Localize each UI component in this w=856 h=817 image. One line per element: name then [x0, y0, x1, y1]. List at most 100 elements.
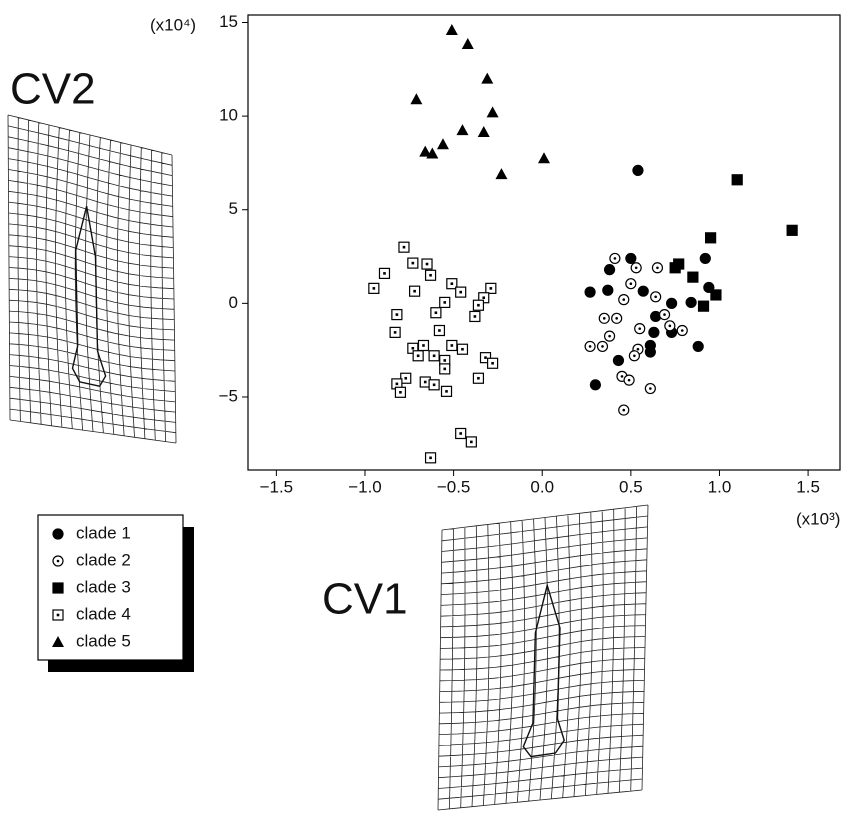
point-dot	[473, 315, 477, 318]
point	[648, 326, 660, 338]
y-tick-label: 5	[229, 199, 238, 218]
point-dot	[413, 289, 416, 293]
point	[52, 528, 64, 540]
point	[410, 93, 423, 105]
point	[632, 164, 644, 177]
point-dot	[411, 346, 415, 350]
point-dot	[432, 383, 436, 387]
point	[456, 124, 469, 136]
point	[625, 252, 637, 265]
point-dot	[588, 345, 592, 348]
legend-label: clade 4	[76, 604, 131, 623]
point-dot	[422, 344, 425, 347]
y-tick-label: 15	[219, 12, 238, 31]
point	[52, 636, 64, 647]
legend-label: clade 2	[76, 550, 131, 569]
point-dot	[450, 344, 454, 347]
point-dot	[393, 331, 397, 334]
point-dot	[484, 356, 487, 359]
x-tick-label: 0.5	[619, 477, 643, 496]
point-dot	[477, 303, 480, 307]
deformation-grid	[437, 504, 649, 811]
x-tick-label: −0.5	[437, 477, 471, 496]
point-dot	[416, 354, 420, 358]
y-tick-label: 10	[219, 106, 238, 125]
point	[710, 289, 722, 301]
point-dot	[482, 296, 486, 300]
point-dot	[622, 408, 626, 412]
point-dot	[636, 347, 640, 351]
point-dot	[613, 257, 617, 260]
point	[477, 126, 490, 138]
point	[419, 145, 432, 157]
point-dot	[470, 440, 473, 444]
point-dot	[372, 287, 376, 290]
point-dot	[432, 354, 436, 358]
point	[52, 582, 64, 594]
point-dot	[622, 298, 626, 301]
point-dot	[633, 354, 636, 358]
point	[602, 284, 614, 296]
point	[692, 340, 704, 353]
point	[687, 271, 699, 283]
point-dot	[602, 317, 606, 320]
point-dot	[399, 390, 402, 394]
bone-outline	[71, 205, 107, 388]
deformation-grid	[7, 114, 177, 444]
legend-label: clade 5	[76, 631, 131, 650]
point-dot	[56, 559, 60, 563]
x-tick-label: −1.5	[260, 477, 294, 496]
point-dot	[395, 313, 399, 316]
point-dot	[443, 301, 447, 304]
point-dot	[649, 387, 652, 390]
point	[637, 285, 649, 297]
point	[666, 297, 678, 309]
point-dot	[429, 273, 432, 277]
point-dot	[668, 324, 672, 328]
point-dot	[425, 262, 429, 266]
point	[669, 262, 681, 274]
point-dot	[477, 376, 480, 380]
point	[697, 300, 710, 312]
point-dot	[429, 456, 432, 460]
x-tick-label: 1.0	[708, 477, 732, 496]
point-dot	[634, 266, 638, 270]
point-dot	[402, 245, 406, 249]
point	[699, 252, 711, 265]
point-dot	[608, 334, 611, 338]
point-dot	[489, 287, 493, 290]
point	[603, 264, 616, 276]
point	[731, 174, 743, 186]
point	[705, 232, 717, 244]
point-dot	[445, 390, 448, 393]
x-tick-label: −1.0	[348, 477, 382, 496]
point	[650, 310, 662, 323]
point	[612, 354, 625, 367]
point-dot	[620, 375, 624, 378]
point-dot	[656, 266, 659, 270]
point-dot	[638, 327, 642, 330]
x-tick-label: 1.5	[796, 477, 820, 496]
point-dot	[411, 261, 415, 265]
panel-label: CV2	[10, 65, 96, 114]
point	[589, 379, 602, 391]
point	[486, 106, 499, 118]
point	[538, 152, 550, 164]
point	[481, 72, 494, 84]
panel-label: CV1	[322, 575, 408, 624]
y-tick-label: −5	[219, 386, 238, 405]
point	[461, 38, 474, 50]
point-dot	[383, 272, 386, 275]
y-tick-label: 0	[229, 293, 238, 312]
bone-outline	[522, 582, 566, 758]
point-dot	[663, 313, 666, 316]
point	[685, 296, 697, 309]
y-unit-label: (x10⁴)	[150, 15, 196, 34]
point	[436, 138, 449, 150]
point	[426, 147, 439, 159]
point-dot	[443, 359, 447, 362]
point-dot	[654, 295, 657, 299]
point-dot	[615, 317, 618, 320]
